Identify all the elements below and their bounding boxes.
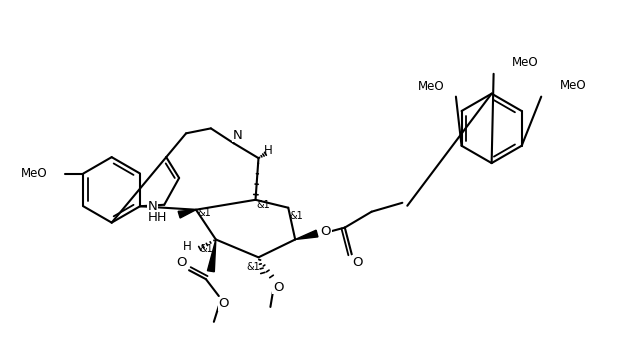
Text: &1: &1 — [289, 211, 303, 220]
Text: O: O — [321, 225, 332, 238]
Text: O: O — [353, 256, 363, 269]
Polygon shape — [207, 239, 216, 272]
Text: O: O — [218, 298, 229, 310]
Text: MeO: MeO — [417, 80, 444, 93]
Text: H: H — [264, 144, 273, 157]
Text: &1: &1 — [257, 200, 270, 210]
Polygon shape — [295, 230, 318, 239]
Text: H: H — [157, 211, 166, 224]
Text: O: O — [273, 281, 284, 294]
Text: &1: &1 — [246, 262, 260, 272]
Text: O: O — [176, 256, 186, 269]
Text: N: N — [147, 200, 157, 213]
Text: MeO: MeO — [21, 167, 47, 180]
Text: &1: &1 — [199, 244, 212, 254]
Text: H: H — [147, 211, 157, 224]
Text: MeO: MeO — [560, 79, 587, 92]
Text: &1: &1 — [197, 208, 211, 218]
Text: N: N — [233, 129, 243, 142]
Polygon shape — [178, 210, 196, 218]
Text: H: H — [183, 240, 192, 253]
Text: MeO: MeO — [511, 56, 538, 69]
